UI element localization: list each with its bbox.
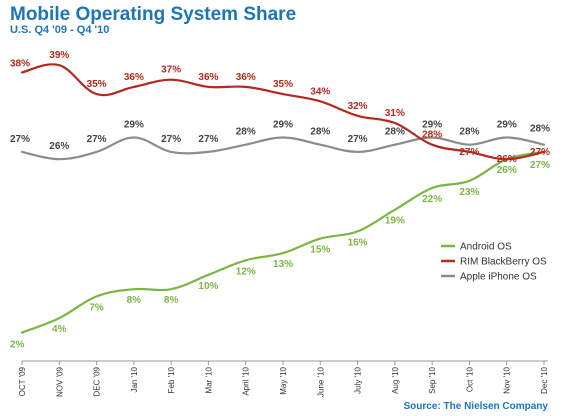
legend-label: Android OS	[460, 242, 512, 253]
x-tick-label: Dec '10	[540, 366, 549, 393]
data-label: 28%	[385, 127, 405, 138]
data-label: 7%	[89, 302, 104, 313]
x-tick-label: Jan '10	[130, 366, 139, 392]
x-tick-label: July '10	[354, 366, 363, 393]
legend-label: RIM BlackBerry OS	[460, 257, 547, 268]
data-label: 4%	[52, 324, 67, 335]
data-label: 27%	[198, 134, 218, 145]
data-label: 12%	[236, 266, 256, 277]
data-label: 27%	[161, 134, 181, 145]
series-line-apple-iphone-os	[20, 136, 546, 161]
data-label: 29%	[497, 119, 517, 130]
data-label: 28%	[422, 130, 442, 141]
data-label: 28%	[310, 127, 330, 138]
data-label: 27%	[459, 147, 479, 158]
source-note: Source: The Nielsen Company	[403, 401, 548, 412]
data-label: 31%	[385, 108, 405, 119]
data-label: 27%	[87, 134, 107, 145]
data-label: 36%	[124, 72, 144, 83]
data-label: 10%	[198, 281, 218, 292]
x-tick-label: Nov '10	[503, 366, 512, 393]
series-lines	[20, 63, 546, 334]
x-tick-label: Sep '10	[428, 366, 437, 393]
data-label: 28%	[530, 124, 550, 135]
data-label: 26%	[497, 154, 517, 165]
data-label: 28%	[236, 127, 256, 138]
data-label: 38%	[10, 58, 30, 69]
data-label: 8%	[164, 295, 179, 306]
data-label: 27%	[348, 134, 368, 145]
x-tick-label: May '10	[279, 366, 288, 394]
x-tick-label: Oct '10	[465, 366, 474, 392]
data-label: 26%	[497, 165, 517, 176]
data-label: 27%	[530, 147, 550, 158]
x-tick-label: June '10	[316, 366, 325, 397]
x-tick-label: Aug '10	[391, 366, 400, 393]
data-label: 8%	[127, 295, 142, 306]
data-label: 15%	[310, 245, 330, 256]
x-axis-ticks: OCT '09 NOV '09 DEC '09 Jan '10 Feb '10 Mar '…	[18, 361, 549, 397]
data-label: 26%	[49, 141, 69, 152]
data-label: 29%	[422, 119, 442, 130]
data-label: 23%	[459, 187, 479, 198]
data-label: 36%	[198, 72, 218, 83]
data-labels: 2% 4% 7% 8% 8% 10% 12% 13% 15% 16% 19% 22% 23% 26% 27%…	[10, 50, 550, 350]
legend-label: Apple iPhone OS	[460, 272, 537, 283]
data-label: 36%	[236, 72, 256, 83]
data-label: 34%	[310, 86, 330, 97]
data-label: 16%	[348, 237, 368, 248]
data-label: 28%	[459, 127, 479, 138]
data-label: 29%	[124, 119, 144, 130]
x-tick-label: DEC '09	[93, 366, 102, 396]
x-tick-label: April '10	[242, 366, 251, 395]
data-label: 35%	[87, 79, 107, 90]
data-label: 27%	[530, 160, 550, 171]
data-label: 27%	[10, 134, 30, 145]
data-label: 19%	[385, 216, 405, 227]
data-label: 2%	[10, 340, 25, 351]
series-line-rim-blackberry-os	[20, 63, 546, 161]
data-label: 13%	[273, 259, 293, 270]
data-label: 35%	[273, 79, 293, 90]
data-label: 39%	[49, 50, 69, 61]
series-line-android-os	[20, 150, 546, 334]
data-label: 22%	[422, 194, 442, 205]
x-tick-label: Mar '10	[204, 366, 213, 393]
data-label: 37%	[161, 65, 181, 76]
x-tick-label: OCT '09	[18, 366, 27, 396]
x-tick-label: NOV '09	[55, 366, 64, 397]
legend: Android OS RIM BlackBerry OS Apple iPhone …	[441, 242, 547, 283]
data-label: 29%	[273, 119, 293, 130]
chart-title: Mobile Operating System Share	[10, 4, 297, 25]
data-label: 32%	[348, 101, 368, 112]
x-tick-label: Feb '10	[167, 366, 176, 393]
chart-subtitle: U.S. Q4 '09 - Q4 '10	[10, 24, 110, 36]
